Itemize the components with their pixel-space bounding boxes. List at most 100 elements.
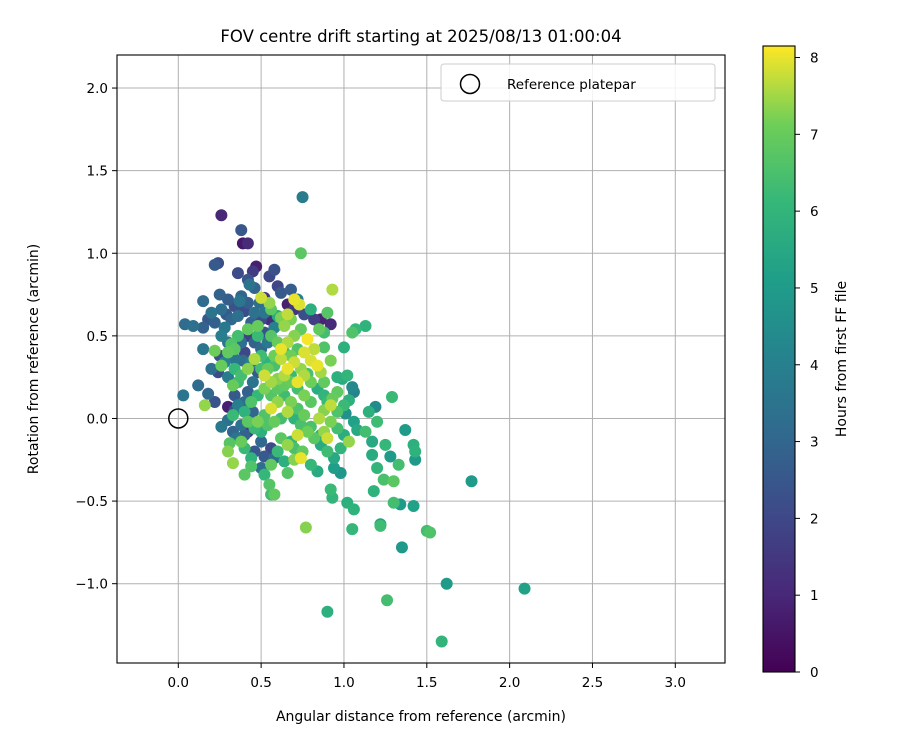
data-point (379, 438, 392, 451)
data-point (409, 453, 422, 466)
data-point (231, 267, 244, 280)
colorbar-tick-label: 4 (810, 358, 819, 374)
data-point (518, 582, 531, 595)
colorbar-ticks: 0 1 2 3 4 5 6 7 8 (795, 51, 819, 681)
reference-platepar-marker (168, 408, 189, 429)
data-point (371, 415, 384, 428)
data-point (359, 425, 372, 438)
data-point (205, 306, 218, 319)
data-point (392, 458, 405, 471)
data-point (395, 541, 408, 554)
data-point (251, 319, 264, 332)
data-point (288, 293, 301, 306)
data-point (243, 278, 256, 291)
data-point (374, 519, 387, 532)
y-tick-label: 1.0 (87, 246, 108, 262)
data-point (384, 450, 397, 463)
data-point (334, 442, 347, 455)
data-point (248, 353, 261, 365)
data-point (440, 577, 453, 590)
data-point (205, 362, 218, 375)
data-point (324, 399, 337, 412)
data-point (367, 485, 380, 498)
data-point (298, 409, 311, 422)
data-point (281, 467, 294, 479)
colorbar-tick-label: 5 (810, 281, 819, 297)
data-point (265, 458, 278, 471)
data-point (268, 263, 281, 276)
data-point (328, 462, 341, 475)
colorbar-tick-label: 7 (810, 127, 819, 143)
data-point (226, 379, 239, 392)
y-tick-label: 0.5 (87, 329, 108, 345)
x-tick-label: 3.0 (665, 675, 686, 691)
data-point (326, 283, 339, 296)
data-point (318, 376, 331, 389)
data-point (299, 521, 312, 534)
data-point (294, 452, 307, 465)
colorbar-gradient (763, 46, 795, 672)
x-tick-label: 2.0 (499, 675, 520, 691)
data-point (265, 402, 278, 415)
x-axis-ticks: 0.0 0.5 1.0 1.5 2.0 2.5 3.0 (168, 663, 686, 691)
data-point (238, 468, 251, 481)
data-point (362, 405, 375, 418)
data-point (235, 224, 248, 237)
legend-box (440, 63, 716, 102)
data-point (324, 318, 337, 331)
data-point (298, 346, 311, 359)
data-point (308, 313, 321, 326)
x-tick-label: 0.0 (168, 675, 189, 691)
data-point (275, 343, 288, 356)
data-point (208, 395, 221, 408)
data-points (177, 191, 531, 648)
data-point (268, 415, 281, 428)
chart-title: FOV centre drift starting at 2025/08/13 … (220, 27, 621, 46)
colorbar-frame (762, 45, 796, 673)
data-point (301, 333, 314, 346)
colorbar: 0 1 2 3 4 5 6 7 8 Hours from first FF file (762, 45, 850, 681)
data-point (271, 445, 284, 458)
data-point (371, 462, 384, 475)
data-point (255, 291, 268, 304)
data-point (192, 379, 205, 392)
data-point (284, 395, 297, 408)
data-point (251, 329, 264, 342)
legend: Reference platepar (440, 63, 716, 102)
data-point (246, 376, 259, 389)
data-point (346, 381, 359, 394)
data-point (278, 319, 291, 332)
x-axis-title: Angular distance from reference (arcmin) (276, 709, 566, 725)
data-point (294, 247, 307, 260)
data-point (226, 457, 239, 470)
data-point (296, 191, 309, 204)
data-point (226, 409, 239, 422)
data-point (337, 341, 350, 354)
data-point (241, 386, 254, 399)
data-point (248, 306, 261, 319)
x-tick-label: 1.5 (416, 675, 437, 691)
data-point (241, 323, 254, 336)
data-point (321, 605, 334, 618)
data-point (366, 435, 379, 448)
data-point (235, 435, 248, 448)
data-point (311, 359, 324, 372)
data-point (255, 435, 268, 448)
plot-frame (116, 54, 726, 664)
data-point (377, 473, 390, 486)
data-point (202, 387, 215, 400)
data-point (215, 329, 228, 342)
data-point (407, 500, 420, 513)
data-point (275, 353, 288, 365)
data-point (366, 448, 379, 461)
data-point (435, 635, 448, 648)
data-point (381, 594, 394, 607)
data-point (238, 405, 251, 418)
data-point (245, 395, 258, 408)
data-point (215, 303, 228, 316)
data-point (263, 478, 276, 491)
data-point (324, 483, 337, 496)
x-tick-label: 0.5 (250, 675, 271, 691)
y-tick-label: −1.0 (75, 577, 108, 593)
